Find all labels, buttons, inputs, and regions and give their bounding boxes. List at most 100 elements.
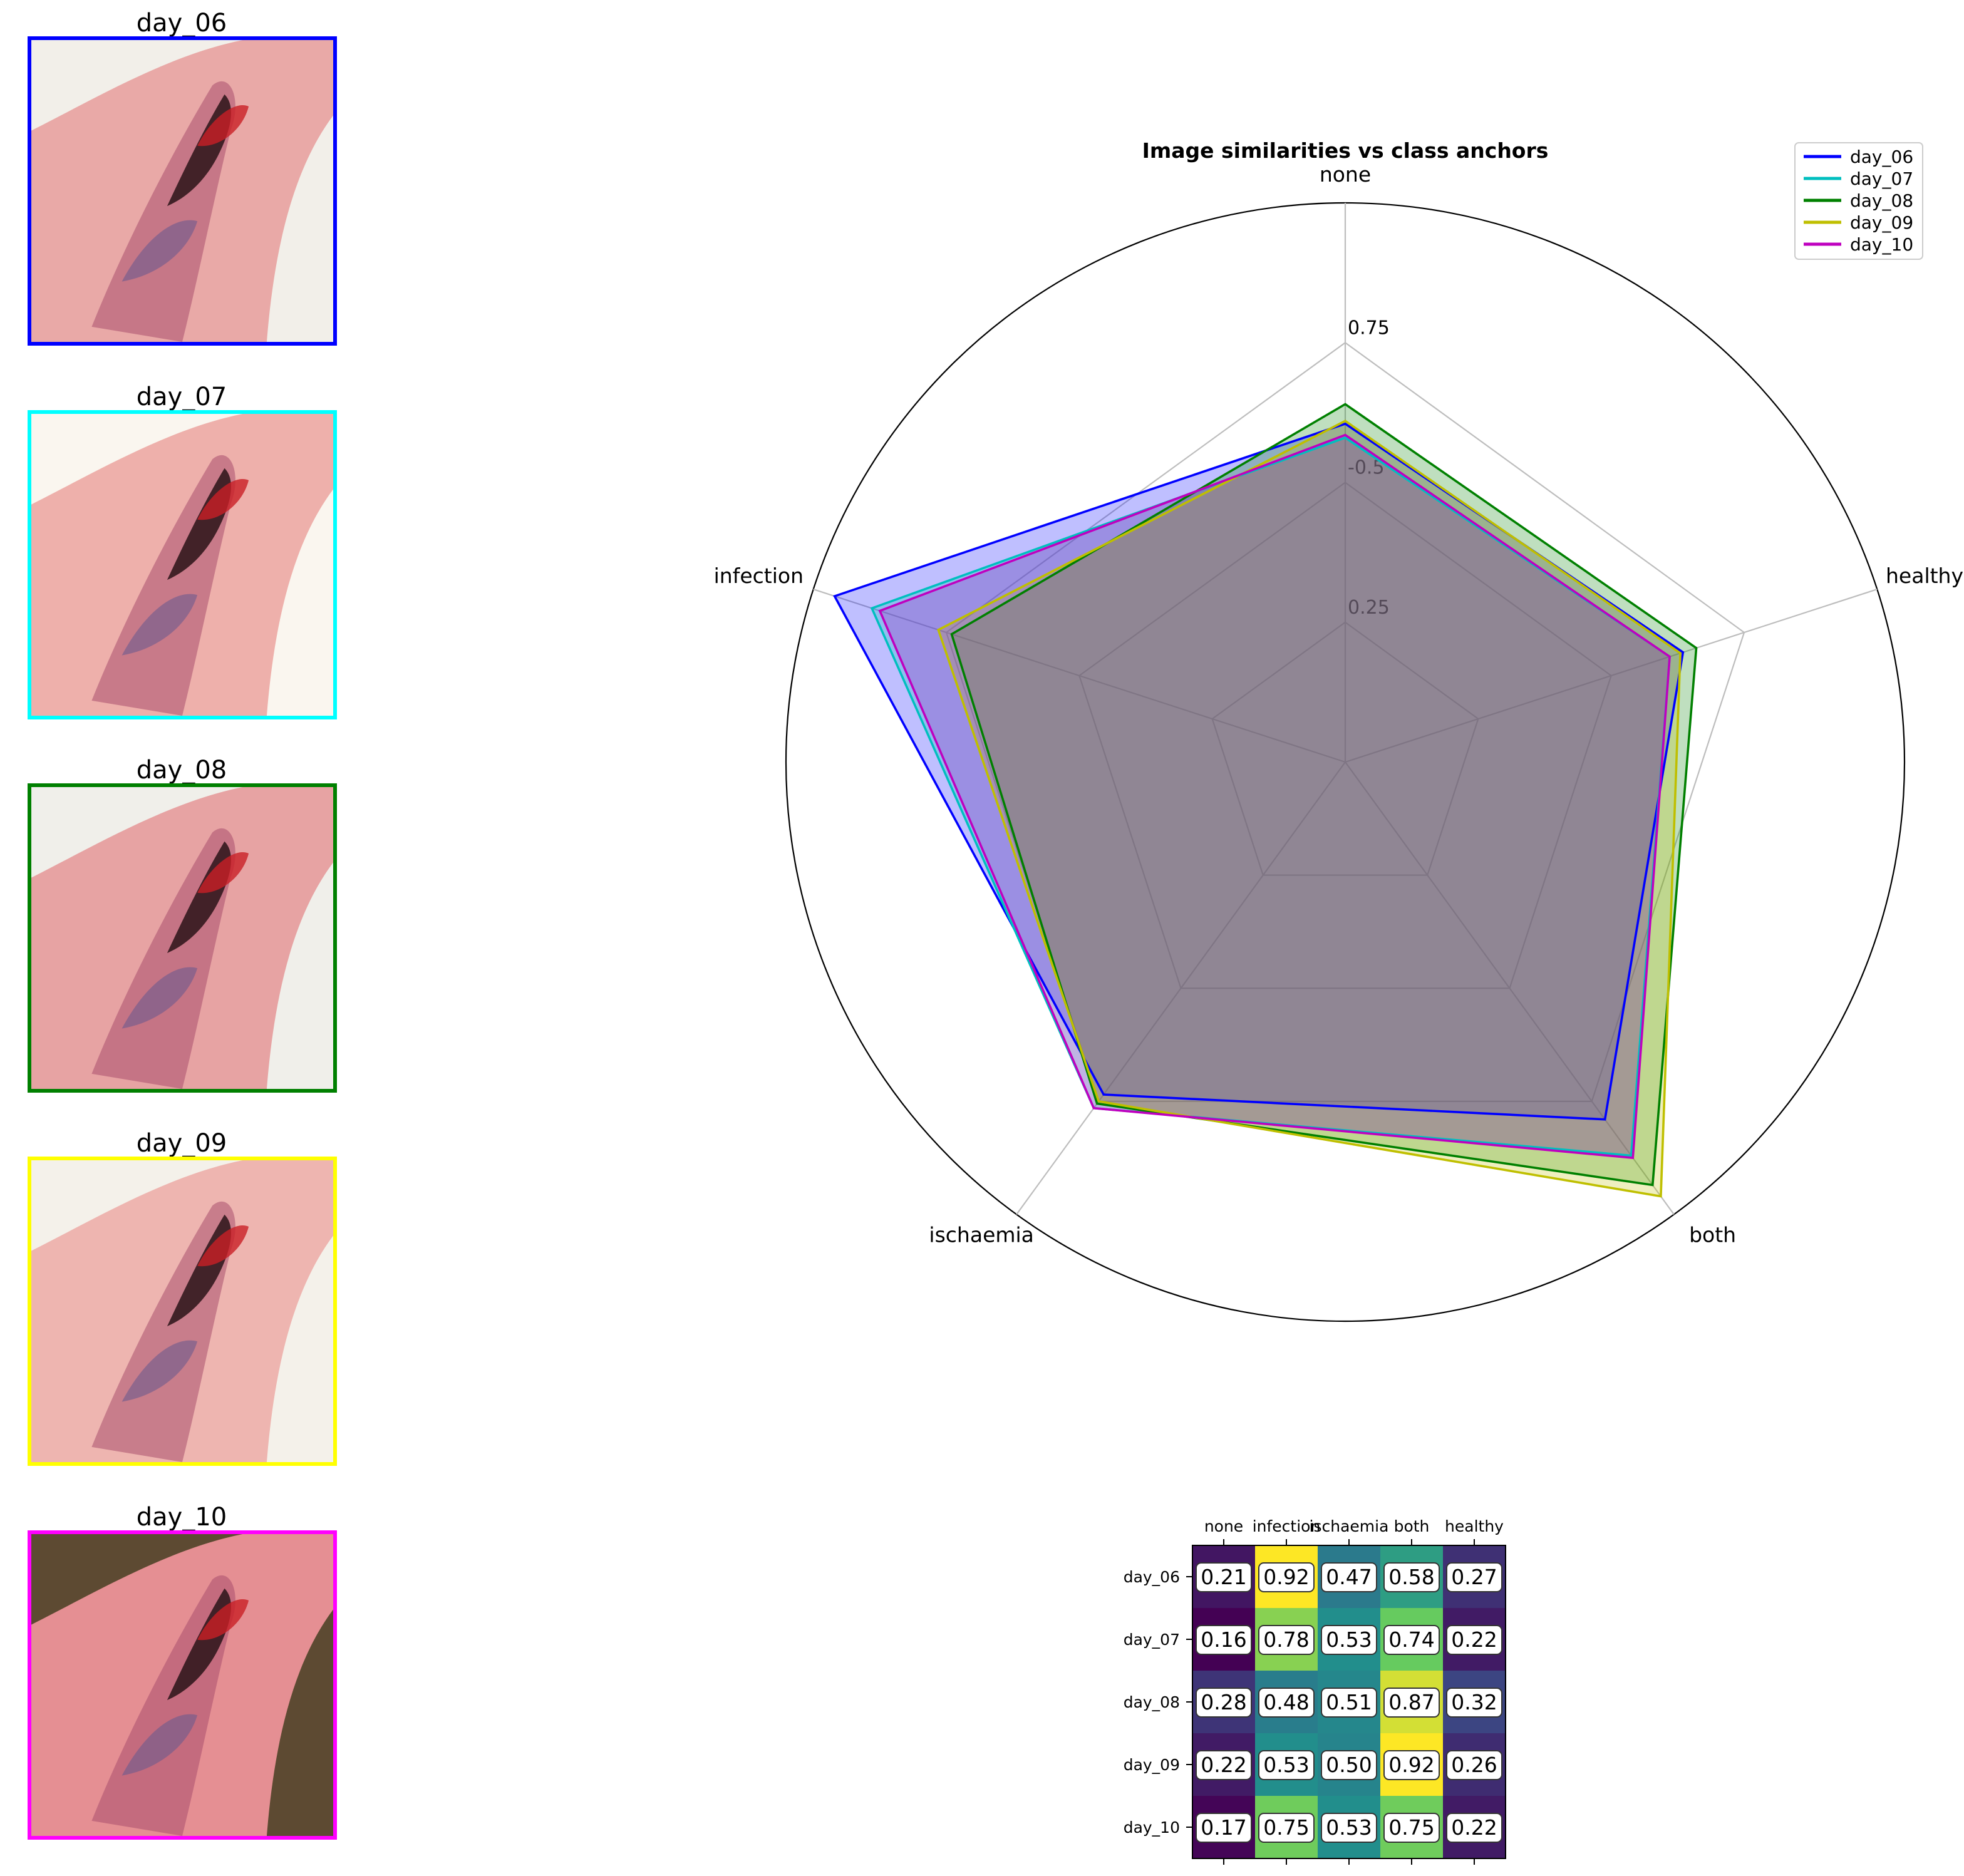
heatmap-value-label: 0.28 [1201,1690,1246,1714]
heatmap-value-box [1258,1750,1315,1780]
radar-tick-label: 0.75 [1348,317,1390,339]
heatmap-value-box [1321,1750,1377,1780]
heatmap-col-label-both: both [1394,1517,1430,1535]
heatmap-cell [1255,1796,1318,1858]
radar-axis-label-healthy: healthy [1886,564,1963,588]
heatmap-value-box [1383,1750,1440,1780]
heatmap-row-label-day_10: day_10 [1124,1818,1180,1837]
radar-line-day_09 [937,420,1682,1198]
heatmap-value-label: 0.53 [1263,1753,1309,1777]
radar-area-day_07 [872,438,1670,1156]
heatmap-row-label-day_07: day_07 [1124,1631,1180,1649]
heatmap-cell [1318,1608,1380,1671]
heatmap-value-label: 0.87 [1388,1690,1434,1714]
radar-series-group [833,403,1698,1198]
heatmap-cell [1255,1545,1318,1608]
heatmap-value-box [1196,1625,1252,1655]
radar-spoke [1345,589,1878,763]
heatmap-value-box [1383,1625,1440,1655]
thumbnail-title: day_06 [136,9,227,38]
thumbnail-column: day_06 day_07 day_08 day_09 day_10 [0,0,376,1876]
wound-photo-image [28,783,337,1093]
wound-photo-image [28,36,337,346]
heatmap-cell [1192,1733,1255,1796]
heatmap-cell [1380,1796,1443,1858]
radar-area-day_10 [879,435,1670,1158]
heatmap-cell [1255,1733,1318,1796]
heatmap-cell [1318,1796,1380,1858]
heatmap-value-box [1196,1813,1252,1843]
heatmap-cell [1192,1671,1255,1733]
heatmap-value-label: 0.53 [1326,1815,1372,1840]
radar-line-day_10 [878,433,1671,1160]
thumbnail-day_07: day_07 [0,374,376,724]
heatmap-row-label-day_08: day_08 [1124,1693,1180,1711]
heatmap-cell [1443,1608,1506,1671]
legend-label-day_06: day_06 [1850,147,1913,167]
heatmap-value-label: 0.92 [1263,1565,1309,1589]
radar-line-day_08 [950,403,1698,1187]
radar-axis-label-both: both [1689,1222,1736,1247]
heatmap-value-box [1321,1813,1377,1843]
radar-spoke [813,589,1346,763]
thumbnail-title: day_08 [136,756,227,785]
heatmap-cell [1192,1545,1255,1608]
legend-label-day_07: day_07 [1850,168,1913,189]
heatmap-cell [1255,1608,1318,1671]
heatmap-value-box [1446,1813,1502,1843]
heatmap-cell [1255,1671,1318,1733]
thumbnail-day_06: day_06 [0,0,376,351]
heatmap-col-label-healthy: healthy [1445,1517,1504,1535]
heatmap-cells [1192,1545,1506,1858]
radar-title: Image similarities vs class anchors [1142,138,1549,163]
radar-area-day_08 [951,404,1697,1185]
radar-axis-label-none: none [1320,162,1371,187]
heatmap-value-box [1321,1625,1377,1655]
heatmap-value-label: 0.78 [1263,1627,1309,1652]
heatmap-cell [1443,1671,1506,1733]
thumbnail-title: day_07 [136,383,227,411]
heatmap-value-box [1258,1813,1315,1843]
radar-axis-labels: none healthy both ischaemia infection [714,162,1963,1247]
thumbnail-title: day_10 [136,1503,227,1532]
thumbnail-day_08: day_08 [0,747,376,1098]
heatmap-cell [1443,1733,1506,1796]
heatmap-labels: 0.21 0.92 0.47 0.58 0.27 0.16 0.78 0.53 0.74 0.22… [1124,1517,1506,1865]
radar-line-day_06 [833,422,1685,1121]
heatmap-value-label: 0.22 [1201,1753,1246,1777]
heatmap-value-box [1196,1688,1252,1718]
heatmap-value-box [1196,1562,1252,1592]
heatmap-value-box [1446,1625,1502,1655]
radar-spoke [1016,761,1346,1215]
heatmap-cell [1318,1671,1380,1733]
heatmap-value-label: 0.17 [1201,1815,1246,1840]
radar-tick-label: 0.25 [1348,597,1390,619]
heatmap-cell [1318,1733,1380,1796]
heatmap-col-label-infection: infection [1253,1517,1321,1535]
heatmap-cell [1192,1608,1255,1671]
wound-photo-image [28,1530,337,1840]
heatmap-value-box [1383,1813,1440,1843]
heatmap-col-label-none: none [1204,1517,1243,1535]
heatmap-value-box [1446,1562,1502,1592]
heatmap-row-label-day_06: day_06 [1124,1568,1180,1586]
heatmap-value-box [1383,1688,1440,1718]
heatmap-value-label: 0.27 [1451,1565,1497,1589]
radar-gridline [1078,482,1612,989]
heatmap-value-box [1446,1750,1502,1780]
legend-label-day_08: day_08 [1850,190,1913,211]
heatmap-value-label: 0.50 [1326,1753,1372,1777]
heatmap-frame [1192,1545,1506,1859]
legend-label-day_09: day_09 [1850,212,1913,233]
heatmap-value-label: 0.74 [1388,1627,1434,1652]
heatmap-value-label: 0.92 [1388,1753,1434,1777]
heatmap-value-label: 0.47 [1326,1565,1372,1589]
heatmap-value-box [1446,1688,1502,1718]
heatmap-value-label: 0.21 [1201,1565,1246,1589]
wound-photo-image [28,410,337,719]
heatmap-value-label: 0.26 [1451,1753,1497,1777]
heatmap-cell [1443,1545,1506,1608]
legend-frame [1794,142,1923,260]
heatmap-value-box [1383,1562,1440,1592]
radar-chart: Image similarities vs class anchors 0.25… [714,138,1963,1322]
